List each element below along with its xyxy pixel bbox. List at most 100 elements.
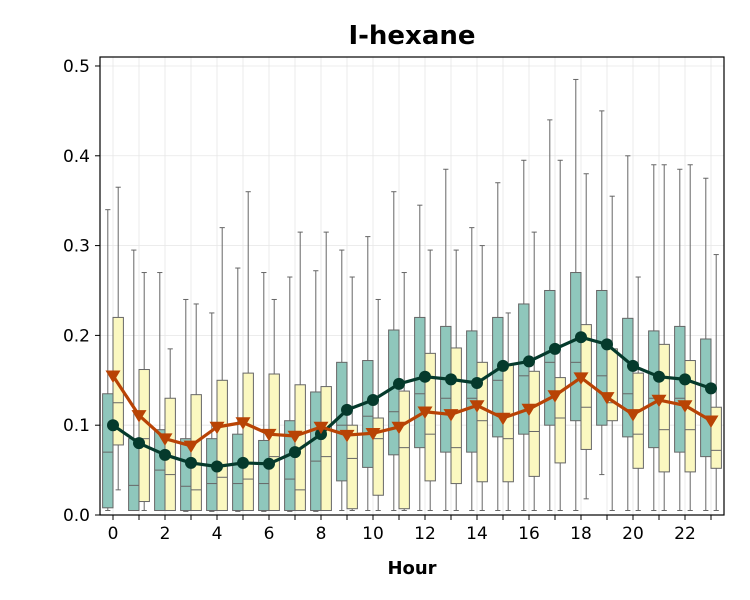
- data-point: [235, 417, 251, 430]
- box-body: [684, 360, 696, 473]
- box-body: [440, 325, 452, 453]
- box-body: [414, 316, 426, 449]
- y-tick-label: 0.5: [63, 57, 90, 77]
- x-tick-label: 4: [212, 524, 223, 544]
- data-point: [209, 421, 225, 435]
- box-body: [648, 330, 660, 449]
- box-plot: [528, 231, 540, 512]
- box-body: [622, 317, 634, 438]
- box-plot: [398, 272, 410, 512]
- box-plot: [622, 155, 634, 512]
- box-body: [518, 303, 530, 435]
- x-tick-label: 12: [414, 524, 436, 544]
- box-plot: [502, 312, 514, 512]
- box-body: [502, 363, 514, 483]
- x-tick-label: 20: [622, 524, 644, 544]
- box-plot: [684, 164, 696, 512]
- box-body: [632, 372, 644, 469]
- box-layer: [102, 78, 722, 512]
- box-plot: [440, 168, 452, 512]
- box-plot: [700, 177, 712, 512]
- box-body: [388, 329, 400, 456]
- box-plot: [596, 110, 608, 476]
- box-body: [128, 438, 140, 512]
- data-point: [523, 355, 535, 368]
- data-point: [575, 331, 587, 344]
- data-point: [497, 359, 509, 372]
- box-body: [336, 361, 348, 482]
- data-point: [445, 373, 457, 386]
- box-body: [206, 438, 218, 512]
- plot-frame: [99, 56, 725, 516]
- box-plot: [310, 270, 322, 512]
- data-point: [469, 400, 485, 413]
- box-plot: [206, 312, 218, 512]
- box-body: [258, 439, 270, 512]
- box-plot: [154, 272, 166, 512]
- data-point: [471, 376, 483, 389]
- box-plot: [320, 231, 332, 512]
- box-plot: [648, 164, 660, 512]
- box-plot: [518, 159, 530, 512]
- data-point: [419, 370, 431, 383]
- data-point: [625, 409, 641, 422]
- data-point: [393, 377, 405, 390]
- box-body: [372, 417, 384, 496]
- box-plot: [190, 303, 202, 512]
- x-tick-label: 10: [362, 524, 384, 544]
- box-body: [554, 377, 566, 464]
- data-point: [313, 421, 329, 435]
- data-point: [261, 428, 277, 442]
- data-point: [573, 372, 589, 385]
- data-point: [367, 394, 379, 407]
- data-point: [521, 403, 537, 417]
- y-tick-label: 0.3: [63, 237, 90, 257]
- box-body: [232, 433, 244, 512]
- box-plot: [102, 209, 114, 512]
- box-body: [216, 379, 228, 512]
- box-plot: [284, 276, 296, 512]
- data-point: [287, 430, 303, 444]
- box-body: [700, 338, 712, 458]
- data-point: [651, 394, 667, 408]
- y-tick-label: 0.1: [63, 416, 90, 436]
- line-layer: [105, 331, 719, 473]
- box-plot: [674, 168, 686, 512]
- x-tick-label: 0: [108, 524, 119, 544]
- box-body: [544, 289, 556, 426]
- data-point: [159, 448, 171, 461]
- box-plot: [336, 249, 348, 512]
- box-plot: [414, 204, 426, 512]
- box-body: [658, 343, 670, 473]
- box-plot: [294, 231, 306, 512]
- box-body: [242, 372, 254, 512]
- box-body: [398, 390, 410, 510]
- box-plot: [632, 276, 644, 512]
- data-point: [185, 456, 197, 469]
- data-point: [391, 421, 407, 435]
- data-point: [263, 457, 275, 470]
- box-plot: [346, 276, 358, 512]
- box-plot: [268, 298, 280, 512]
- box-body: [346, 424, 358, 510]
- data-point: [131, 410, 147, 423]
- series-line: [111, 374, 712, 448]
- box-body: [466, 330, 478, 453]
- box-plot: [710, 254, 722, 512]
- box-plot: [492, 182, 504, 512]
- box-plot: [476, 245, 488, 512]
- box-body: [674, 325, 686, 453]
- box-body: [528, 370, 540, 477]
- data-point: [599, 392, 615, 405]
- data-point: [495, 412, 511, 426]
- x-tick-label: 16: [518, 524, 540, 544]
- y-tick-label: 0.0: [63, 506, 90, 526]
- box-body: [190, 394, 202, 512]
- data-point: [547, 390, 563, 403]
- box-plot: [180, 298, 192, 512]
- box-plot: [362, 236, 374, 512]
- data-point: [653, 370, 665, 383]
- data-point: [417, 406, 433, 419]
- data-point: [627, 359, 639, 372]
